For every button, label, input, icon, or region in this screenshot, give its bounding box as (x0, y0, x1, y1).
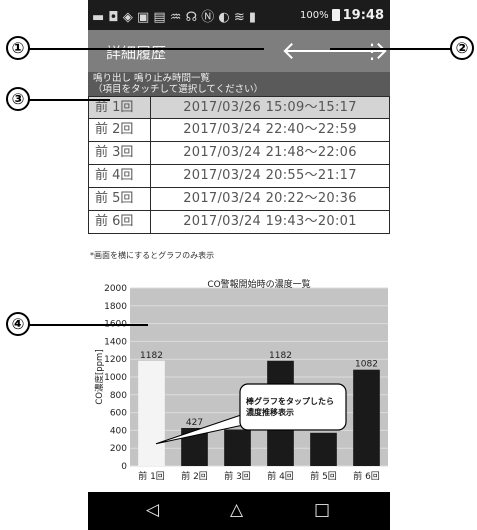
chart-bar[interactable] (224, 429, 251, 466)
list-header-instruction: （項目をタッチして選択してください） (93, 84, 264, 95)
chart-y-tick-label: 1800 (104, 302, 127, 312)
page-title: 詳細履歴 (106, 44, 167, 62)
chart-x-tick-label: 前 5回 (310, 470, 337, 482)
history-count: 前 4回 (89, 165, 151, 187)
chart-bar[interactable] (310, 432, 337, 466)
history-time-range: 2017/03/24 20:22～20:36 (183, 191, 357, 206)
chart-data-label: 1182 (269, 351, 292, 361)
chart-x-tick-label: 前 6回 (353, 470, 380, 482)
chart-x-tick-label: 前 4回 (267, 470, 294, 482)
chart-y-tick-label: 0 (121, 462, 127, 472)
chart-y-axis-label: CO濃度[ppm] (94, 349, 105, 404)
chart-y-tick-label: 2000 (104, 284, 127, 294)
history-time-range: 2017/03/24 20:55～21:17 (183, 168, 357, 183)
history-time-range: 2017/03/24 19:43～20:01 (183, 214, 357, 229)
chart-bar[interactable] (353, 369, 380, 466)
overflow-menu-icon[interactable]: ⋮ (362, 39, 382, 63)
callout-3-line (28, 99, 110, 101)
history-row[interactable]: 前 1回 2017/03/26 15:09～15:17 (88, 96, 390, 119)
app-bar: 詳細履歴 🡐 🡒 ⋮ (88, 30, 390, 72)
tooltip-joint (241, 412, 251, 424)
chart-x-tick-label: 前 1回 (138, 470, 165, 482)
nav-home-icon[interactable]: △ (230, 500, 244, 520)
nav-back-icon[interactable]: ◁ (146, 500, 160, 520)
battery-percent: 100% (300, 9, 329, 21)
list-header: 鳴り出し 鳴り止み時間一覧 （項目をタッチして選択してください） (88, 72, 390, 96)
chart-y-tick-label: 1400 (104, 337, 127, 347)
callout-4-line (28, 324, 148, 326)
chart-data-label: 1182 (140, 351, 163, 361)
navigation-bar: ◁ △ □ (88, 492, 390, 530)
history-count: 前 1回 (89, 97, 151, 118)
nav-recent-icon[interactable]: □ (314, 500, 331, 520)
chart-y-tick-label: 1000 (104, 373, 127, 383)
list-header-title: 鳴り出し 鳴り止み時間一覧 (93, 73, 211, 84)
history-time-range: 2017/03/24 21:48～22:06 (183, 145, 357, 160)
history-count: 前 6回 (89, 211, 151, 233)
tooltip-bubble (239, 383, 347, 431)
history-time-range: 2017/03/24 22:40～22:59 (183, 122, 357, 137)
callout-1: ① (6, 36, 30, 60)
chart-y-tick-label: 400 (110, 426, 127, 436)
history-row[interactable]: 前 5回 2017/03/24 20:22～20:36 (88, 188, 390, 211)
chart-x-tick-label: 前 3回 (224, 470, 251, 482)
battery-icon (331, 9, 340, 21)
history-row[interactable]: 前 2回 2017/03/24 22:40～22:59 (88, 119, 390, 142)
chart-y-tick-label: 1200 (104, 355, 127, 365)
chart-title: CO警報開始時の濃度一覧 (207, 278, 310, 290)
chart-data-label: 1082 (355, 360, 378, 370)
co-concentration-chart: 0200400600800100012001400160018002000CO警… (94, 278, 388, 482)
callout-4: ④ (6, 312, 30, 336)
chart-y-tick-label: 600 (110, 409, 127, 419)
status-clock: 19:48 (342, 7, 384, 23)
history-count: 前 5回 (89, 188, 151, 210)
notification-icons: ▬ ◘ ◈ ▣ ▤ ♒ ☊ Ⓝ ◐ ≋ ▮ (92, 9, 257, 25)
chart-y-tick-label: 800 (110, 391, 127, 401)
history-row[interactable]: 前 4回 2017/03/24 20:55～21:17 (88, 165, 390, 188)
history-count: 前 3回 (89, 142, 151, 164)
tooltip-line-1: 棒グラフをタップしたら (246, 396, 334, 406)
status-bar: ▬ ◘ ◈ ▣ ▤ ♒ ☊ Ⓝ ◐ ≋ ▮ 100% 19:48 (88, 0, 390, 30)
chart-x-tick-label: 前 2回 (181, 470, 208, 482)
history-time-range: 2017/03/26 15:09～15:17 (183, 100, 357, 115)
chart-y-tick-label: 200 (110, 444, 127, 454)
callout-3: ③ (6, 87, 30, 111)
chart-bar[interactable] (138, 360, 165, 466)
forward-arrow-icon[interactable]: 🡒 (322, 36, 390, 65)
callout-2-line (330, 48, 452, 50)
tooltip-line-2: 濃度推移表示 (246, 407, 294, 417)
callout-2: ② (450, 36, 474, 60)
status-right: 100% 19:48 (300, 0, 384, 30)
rotate-hint: *画面を横にするとグラフのみ表示 (90, 251, 215, 260)
history-row[interactable]: 前 3回 2017/03/24 21:48～22:06 (88, 142, 390, 165)
history-count: 前 2回 (89, 119, 151, 141)
history-row[interactable]: 前 6回 2017/03/24 19:43～20:01 (88, 211, 390, 234)
callout-1-line (28, 48, 264, 50)
history-list: 前 1回 2017/03/26 15:09～15:17 前 2回 2017/03/24… (88, 96, 390, 234)
chart-data-label: 427 (186, 418, 203, 428)
back-arrow-icon[interactable]: 🡐 (281, 36, 349, 65)
